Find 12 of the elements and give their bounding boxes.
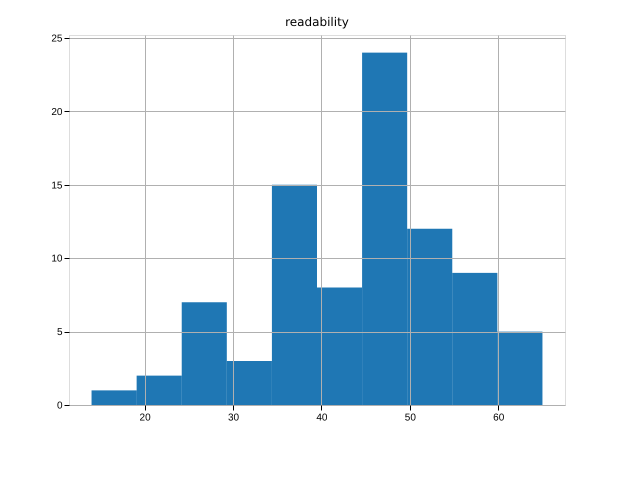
x-tick-label: 60 <box>493 412 505 424</box>
x-tick-label: 30 <box>228 412 240 424</box>
y-tick-label: 5 <box>56 327 63 338</box>
y-tick-label: 15 <box>51 180 63 192</box>
x-tick-label: 40 <box>316 412 328 424</box>
y-tick-label: 25 <box>51 33 63 44</box>
y-tick-label: 20 <box>51 106 63 118</box>
x-tick-label: 20 <box>140 412 152 424</box>
x-tick-label: 50 <box>404 412 416 424</box>
y-tick-label: 10 <box>51 254 63 265</box>
y-tick-label: 0 <box>56 400 63 412</box>
chart-title: readability <box>285 14 349 29</box>
